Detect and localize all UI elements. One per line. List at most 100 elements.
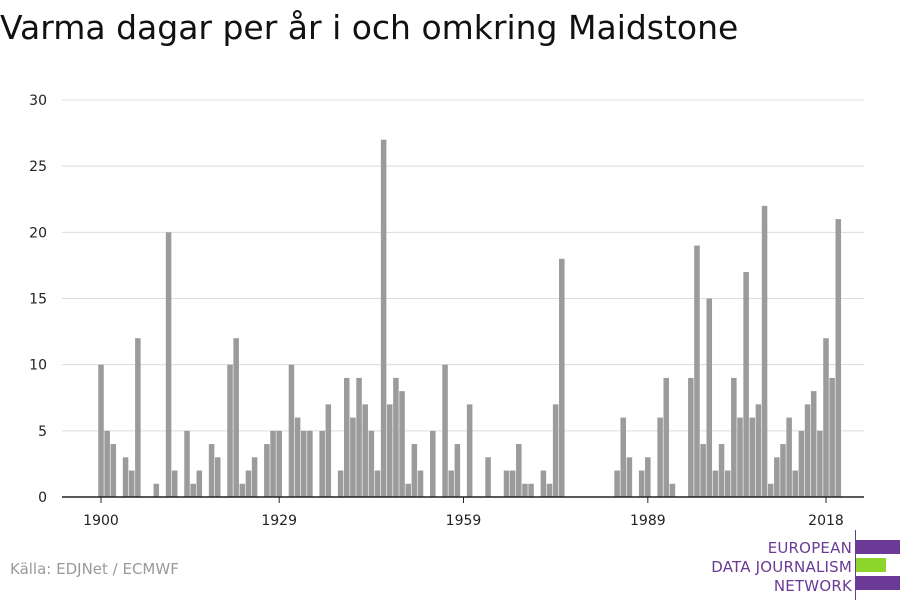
bar-1975: [559, 258, 565, 497]
bar-1939: [337, 470, 344, 497]
bar-2019: [829, 377, 835, 497]
y-tick-label: 5: [38, 424, 47, 440]
bar-1912: [171, 470, 178, 497]
bar-1914: [184, 430, 190, 497]
bar-1954: [430, 430, 436, 497]
y-tick-label: 15: [29, 292, 47, 308]
bar-1996: [688, 377, 694, 497]
bar-1967: [509, 470, 516, 497]
bar-1932: [294, 417, 301, 497]
bar-2004: [737, 417, 743, 497]
bar-1915: [190, 483, 196, 497]
bar-1945: [374, 470, 381, 497]
bar-2018: [823, 338, 829, 497]
bar-1950: [405, 483, 411, 497]
bar-1966: [503, 470, 510, 497]
bar-2006: [749, 417, 756, 497]
x-tick-label: 1989: [630, 513, 666, 529]
bar-1936: [319, 430, 325, 497]
bar-1931: [288, 364, 295, 497]
chart-title: Varma dagar per år i och omkring Maidsto…: [0, 8, 739, 47]
y-tick-label: 0: [38, 490, 47, 506]
bar-1941: [350, 417, 356, 497]
bar-1973: [546, 483, 553, 497]
bar-2008: [761, 205, 768, 497]
bar-1947: [387, 404, 393, 497]
bar-2001: [718, 444, 725, 497]
bar-1929: [276, 430, 282, 497]
logo-line-2: DATA JOURNALISM: [711, 558, 852, 576]
y-tick-label: 20: [29, 225, 47, 241]
bar-1937: [325, 404, 332, 497]
bar-2017: [817, 430, 823, 497]
bar-1919: [214, 457, 221, 497]
bar-1991: [657, 417, 663, 497]
bar-2005: [743, 272, 749, 497]
bar-1928: [270, 430, 276, 497]
bar-1993: [669, 483, 676, 497]
edjnet-logo: EUROPEAN DATA JOURNALISM NETWORK: [706, 530, 900, 600]
bar-1902: [110, 444, 117, 497]
x-tick-label: 1900: [83, 513, 119, 529]
bar-1911: [165, 232, 172, 498]
bar-1922: [233, 338, 239, 497]
bar-1940: [343, 377, 350, 497]
logo-line-1: EUROPEAN: [767, 539, 852, 557]
bar-1905: [128, 470, 135, 497]
bar-1956: [442, 364, 448, 497]
bar-2020: [835, 219, 842, 497]
bar-1921: [227, 364, 233, 497]
axes: 0 5 10 15 20 25 30 1900 1929 1959 1989 2018: [29, 93, 864, 529]
bar-2009: [767, 483, 774, 497]
bar-1970: [528, 483, 534, 497]
bar-1997: [694, 245, 700, 497]
bar-1900: [98, 364, 104, 497]
bar-1906: [135, 338, 141, 497]
bar-2013: [792, 470, 799, 497]
logo-stripe-bottom: [856, 576, 900, 590]
bar-2016: [810, 391, 817, 497]
source-note: Källa: EDJNet / ECMWF: [10, 560, 179, 578]
bar-1933: [300, 430, 307, 497]
bar-1988: [638, 470, 645, 497]
bar-1904: [122, 457, 129, 497]
bar-1916: [196, 470, 203, 497]
bar-1923: [239, 483, 246, 497]
gridlines: [62, 99, 864, 432]
bar-1952: [417, 470, 424, 497]
bar-1924: [245, 470, 252, 497]
bar-2003: [731, 377, 737, 497]
bar-1974: [552, 404, 559, 497]
bar-1942: [356, 377, 362, 497]
bar-1918: [208, 444, 215, 497]
bar-1958: [454, 444, 461, 497]
bar-1943: [362, 404, 368, 497]
bar-1901: [104, 430, 110, 497]
bar-2007: [755, 404, 762, 497]
y-tick-label: 10: [29, 358, 47, 374]
bar-1986: [626, 457, 633, 497]
bar-2002: [724, 470, 731, 497]
bar-2011: [780, 444, 786, 497]
bar-1957: [448, 470, 454, 497]
bar-1925: [251, 457, 258, 497]
bar-1985: [620, 417, 627, 497]
bar-1934: [307, 430, 313, 497]
x-tick-label: 1959: [446, 513, 482, 529]
logo-stripe-top: [856, 540, 900, 554]
logo-divider: [855, 530, 856, 600]
bar-1989: [645, 457, 651, 497]
bar-1972: [540, 470, 547, 497]
bars: [98, 139, 842, 498]
bar-2010: [774, 457, 780, 497]
x-tick-label: 2018: [808, 513, 844, 529]
logo-line-3: NETWORK: [773, 577, 852, 595]
bar-2015: [804, 404, 811, 497]
y-tick-label: 25: [29, 159, 47, 175]
bar-1992: [663, 377, 670, 497]
bar-1949: [399, 391, 405, 497]
logo-stripe-middle: [856, 558, 886, 572]
bar-1951: [411, 444, 418, 497]
bar-1968: [516, 444, 522, 497]
